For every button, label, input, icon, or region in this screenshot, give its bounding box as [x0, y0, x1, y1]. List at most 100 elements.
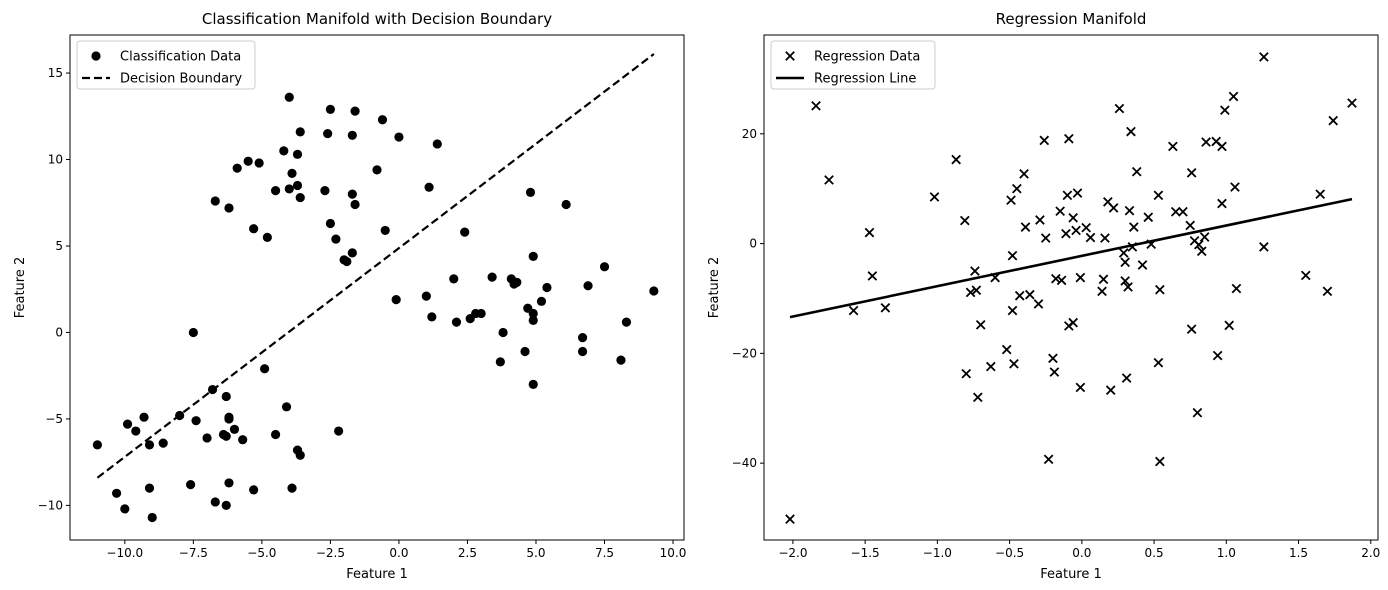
- regression-legend-marker: [785, 51, 795, 61]
- regression-xtick-label: −1.5: [851, 546, 880, 560]
- regression-panel: Regression Manifold −2.0 −1.5 −1.0 −0.5 0.0 0.…: [707, 10, 1380, 582]
- regression-regression-line: [789, 197, 1353, 319]
- classification-data-point: [350, 106, 360, 116]
- regression-data-point: [785, 514, 795, 524]
- classification-data-point: [449, 274, 459, 284]
- regression-data-point: [1230, 182, 1240, 192]
- classification-ytick-label: 0: [55, 325, 63, 339]
- classification-data-point: [249, 485, 259, 495]
- classification-data-point: [394, 132, 404, 142]
- regression-ylabel: Feature 2: [707, 257, 722, 319]
- classification-data-point: [202, 433, 212, 443]
- regression-data-point: [1201, 137, 1211, 147]
- regression-data-point: [1153, 190, 1164, 201]
- classification-data-point: [92, 440, 103, 450]
- regression-data-point: [965, 287, 976, 298]
- classification-data-point: [284, 92, 294, 102]
- regression-data-point: [880, 302, 891, 313]
- classification-title: Classification Manifold with Decision Bo…: [202, 10, 552, 28]
- regression-data-point: [970, 266, 980, 276]
- regression-data-point: [1097, 286, 1107, 297]
- classification-xtick-label: 10.0: [660, 546, 687, 560]
- classification-data-point: [210, 497, 220, 507]
- classification-decision-boundary: [96, 53, 655, 479]
- classification-data-point: [616, 355, 626, 365]
- classification-data-point: [495, 357, 505, 367]
- classification-data-point: [191, 416, 201, 426]
- regression-data-point: [811, 100, 821, 111]
- regression-data-point: [1123, 282, 1133, 292]
- regression-data-point: [1048, 353, 1058, 364]
- classification-data-point: [249, 224, 259, 234]
- classification-data-point: [111, 488, 122, 498]
- classification-xtick-label: −5.0: [247, 546, 276, 560]
- classification-data-point: [528, 308, 538, 319]
- classification-plot-area: [92, 53, 659, 523]
- regression-data-point: [824, 175, 834, 185]
- classification-data-point: [131, 426, 141, 436]
- regression-data-point: [1100, 233, 1110, 243]
- classification-data-point: [279, 146, 289, 156]
- regression-data-point: [1131, 166, 1142, 177]
- classification-ytick-label: 10: [48, 153, 63, 167]
- regression-data-point: [929, 192, 940, 202]
- classification-data-point: [498, 327, 508, 338]
- classification-legend: Classification Data Decision Boundary: [76, 40, 256, 90]
- classification-data-point: [350, 199, 360, 210]
- regression-data-point: [1186, 324, 1197, 335]
- regression-data-point: [1062, 190, 1073, 201]
- regression-data-point: [1118, 248, 1129, 258]
- classification-legend-marker: [91, 51, 101, 61]
- regression-data-point: [1071, 225, 1081, 236]
- regression-data-point: [1081, 222, 1092, 233]
- regression-data-point: [1170, 206, 1181, 217]
- classification-data-point: [139, 412, 149, 422]
- classification-xtick-label: 5.0: [526, 546, 545, 560]
- regression-data-point: [975, 319, 986, 330]
- classification-data-point: [295, 450, 305, 460]
- regression-xtick-label: 0.5: [1145, 546, 1164, 560]
- regression-data-point: [961, 368, 972, 379]
- regression-data-point: [1129, 222, 1139, 232]
- classification-data-point: [122, 419, 133, 429]
- classification-data-point: [347, 189, 357, 199]
- regression-data-point: [1033, 299, 1044, 309]
- classification-data-point: [347, 248, 357, 258]
- classification-data-point: [380, 225, 390, 236]
- classification-data-point: [232, 163, 242, 173]
- classification-data-point: [325, 218, 336, 229]
- regression-data-point: [1217, 198, 1227, 209]
- classification-xtick-label: −7.5: [179, 546, 208, 560]
- regression-legend-label: Regression Line: [814, 72, 916, 87]
- regression-data-point: [1228, 91, 1239, 102]
- classification-ytick-label: 5: [55, 239, 63, 253]
- classification-data-point: [432, 139, 442, 149]
- classification-data-point: [451, 317, 462, 327]
- classification-data-point: [281, 402, 292, 412]
- regression-title: Regression Manifold: [996, 10, 1147, 28]
- regression-ytick-label: −20: [732, 346, 757, 360]
- regression-data-point: [1259, 52, 1269, 62]
- regression-data-point: [867, 271, 878, 281]
- regression-data-point: [972, 392, 983, 403]
- regression-data-point: [1300, 270, 1311, 281]
- classification-legend-box: [76, 40, 256, 90]
- regression-data-point: [1019, 169, 1029, 179]
- classification-data-point: [528, 379, 538, 389]
- regression-xtick-label: −1.0: [923, 546, 952, 560]
- regression-data-point: [1137, 260, 1148, 270]
- regression-data-point: [1120, 276, 1131, 286]
- classification-data-point: [320, 186, 330, 196]
- regression-data-point: [1178, 206, 1188, 217]
- classification-data-point: [292, 149, 303, 159]
- classification-data-point: [372, 165, 382, 175]
- classification-data-point: [284, 184, 294, 194]
- classification-ytick-label: −10: [38, 498, 63, 512]
- regression-data-point: [1155, 456, 1165, 467]
- regression-data-point: [1009, 358, 1019, 369]
- regression-data-point: [1075, 272, 1086, 283]
- regression-data-point: [1001, 344, 1012, 355]
- regression-data-point: [1212, 350, 1223, 361]
- regression-xtick-label: 1.5: [1289, 546, 1308, 560]
- regression-data-point: [1124, 205, 1135, 216]
